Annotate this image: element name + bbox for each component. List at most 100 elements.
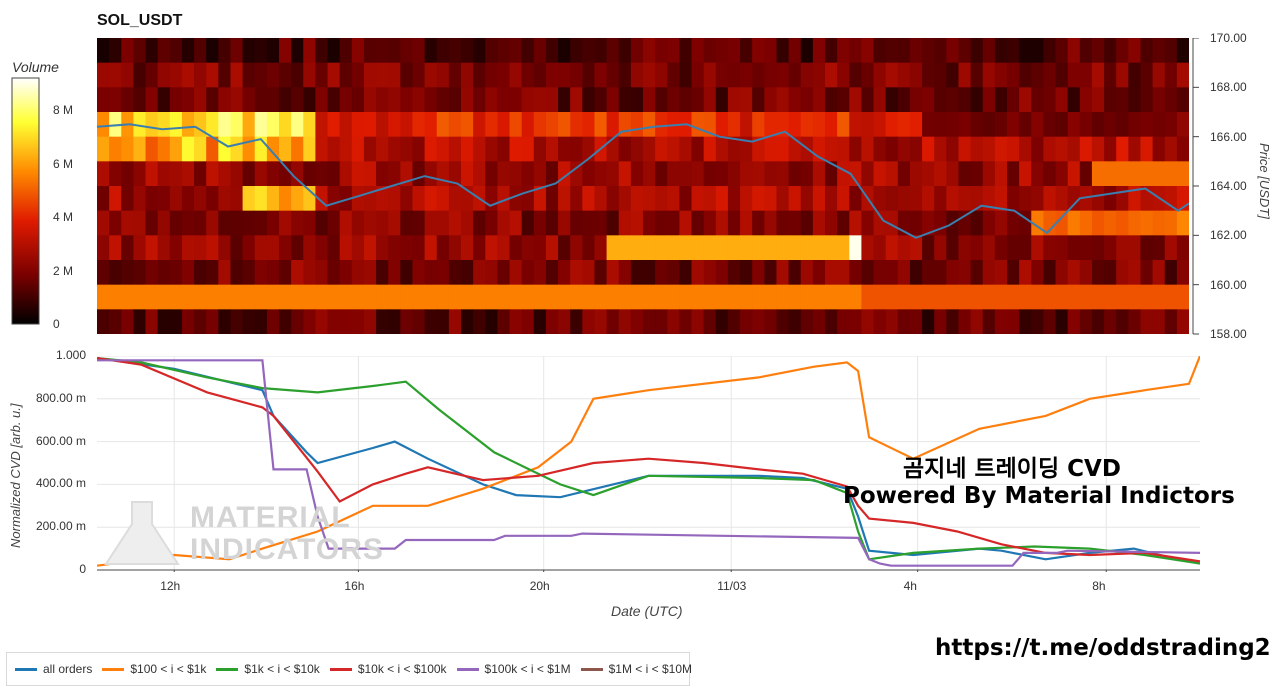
heatmap-cell (363, 284, 377, 310)
heatmap-cell (1055, 136, 1069, 162)
heatmap-cell (194, 161, 207, 187)
legend-item[interactable]: $10k < i < $100k (329, 662, 447, 676)
heatmap-cell (849, 235, 862, 261)
heatmap-cell (485, 87, 498, 113)
heatmap-cell (1164, 62, 1178, 88)
heatmap-cell (145, 38, 159, 64)
heatmap-cell (545, 309, 559, 334)
heatmap-cell (558, 235, 571, 261)
legend-label: $100k < i < $1M (484, 662, 571, 676)
heatmap-cell (776, 235, 790, 261)
heatmap-cell (679, 309, 693, 334)
heatmap-cell (412, 112, 426, 138)
heatmap-cell (764, 161, 778, 187)
heatmap-cell (194, 235, 207, 261)
heatmap-cell (570, 38, 583, 64)
footer-url[interactable]: https://t.me/oddstrading2 (935, 635, 1271, 661)
heatmap-cell (570, 186, 583, 212)
legend-item[interactable]: all orders (15, 662, 92, 676)
heatmap-cell (206, 210, 219, 236)
heatmap-cell (109, 87, 122, 113)
heatmap-cell (861, 284, 875, 310)
heatmap-cell (873, 62, 887, 88)
heatmap-cell (946, 38, 960, 64)
heatmap-cell (594, 112, 608, 138)
heatmap-cell (133, 284, 147, 310)
heatmap-cell (970, 161, 984, 187)
heatmap-cell (885, 161, 899, 187)
heatmap-cell (218, 235, 232, 261)
heatmap-cell (133, 161, 147, 187)
heatmap-cell (1007, 87, 1020, 113)
heatmap-cell (582, 161, 596, 187)
legend-item[interactable]: $1k < i < $10k (216, 662, 320, 676)
heatmap-cell (788, 235, 802, 261)
heatmap-cell (1007, 161, 1020, 187)
heatmap-cell (497, 136, 511, 162)
heatmap-cell (764, 186, 778, 212)
heatmap-cell (752, 136, 765, 162)
heatmap-cell (849, 284, 862, 310)
heatmap-cell (400, 186, 414, 212)
heatmap-cell (897, 136, 911, 162)
heatmap-cell (570, 136, 583, 162)
heatmap-cell (363, 161, 377, 187)
heatmap-cell (1091, 38, 1105, 64)
price-axis (1192, 38, 1199, 335)
heatmap-cell (424, 161, 438, 187)
heatmap-cell (655, 210, 668, 236)
heatmap-cell (327, 284, 341, 310)
heatmap-cell (412, 186, 426, 212)
legend-item[interactable]: $100k < i < $1M (456, 662, 571, 676)
heatmap-cell (473, 284, 486, 310)
heatmap-cell (643, 62, 656, 88)
heatmap-cell (861, 62, 875, 88)
heatmap-cell (958, 284, 972, 310)
heatmap-cell (218, 309, 232, 334)
heatmap-cell (315, 210, 329, 236)
heatmap-cell (1128, 284, 1142, 310)
heatmap-cell (752, 284, 765, 310)
heatmap-cell (109, 186, 122, 212)
heatmap-cell (655, 161, 668, 187)
heatmap-cell (885, 136, 899, 162)
heatmap-cell (303, 260, 316, 286)
heatmap-cell (909, 136, 923, 162)
heatmap-cell (218, 161, 232, 187)
heatmap-cell (958, 235, 972, 261)
heatmap-cell (133, 210, 147, 236)
legend-item[interactable]: $100 < i < $1k (102, 662, 206, 676)
heatmap-cell (849, 136, 862, 162)
heatmap-cell (485, 235, 498, 261)
heatmap-cell (703, 186, 717, 212)
heatmap-cell (497, 112, 511, 138)
x-axis-label: Date (UTC) (611, 603, 683, 619)
heatmap-cell (1031, 38, 1044, 64)
legend-label: $1M < i < $10M (608, 662, 692, 676)
heatmap-cell (618, 235, 632, 261)
heatmap-cell (206, 62, 219, 88)
heatmap-cell (715, 309, 729, 334)
heatmap-cell (388, 284, 401, 310)
legend-item[interactable]: $1M < i < $10M (580, 662, 692, 676)
heatmap-cell (1140, 161, 1154, 187)
heatmap-cell (1043, 38, 1057, 64)
heatmap-cell (376, 112, 389, 138)
heatmap-cell (776, 136, 790, 162)
heatmap-cell (121, 186, 134, 212)
heatmap-cell (388, 186, 401, 212)
heatmap-cell (667, 309, 680, 334)
heatmap-cell (800, 112, 814, 138)
legend-swatch (15, 667, 37, 671)
heatmap-cell (266, 87, 280, 113)
heatmap-cell (643, 235, 656, 261)
heatmap-cell (254, 112, 268, 138)
heatmap-cell (594, 62, 608, 88)
heatmap-cell (181, 112, 195, 138)
heatmap-cell (303, 112, 316, 138)
heatmap-cell (1164, 210, 1178, 236)
heatmap-cell (1019, 235, 1032, 261)
heatmap-cell (970, 112, 984, 138)
heatmap-cell (752, 186, 765, 212)
heatmap-cell (218, 112, 232, 138)
